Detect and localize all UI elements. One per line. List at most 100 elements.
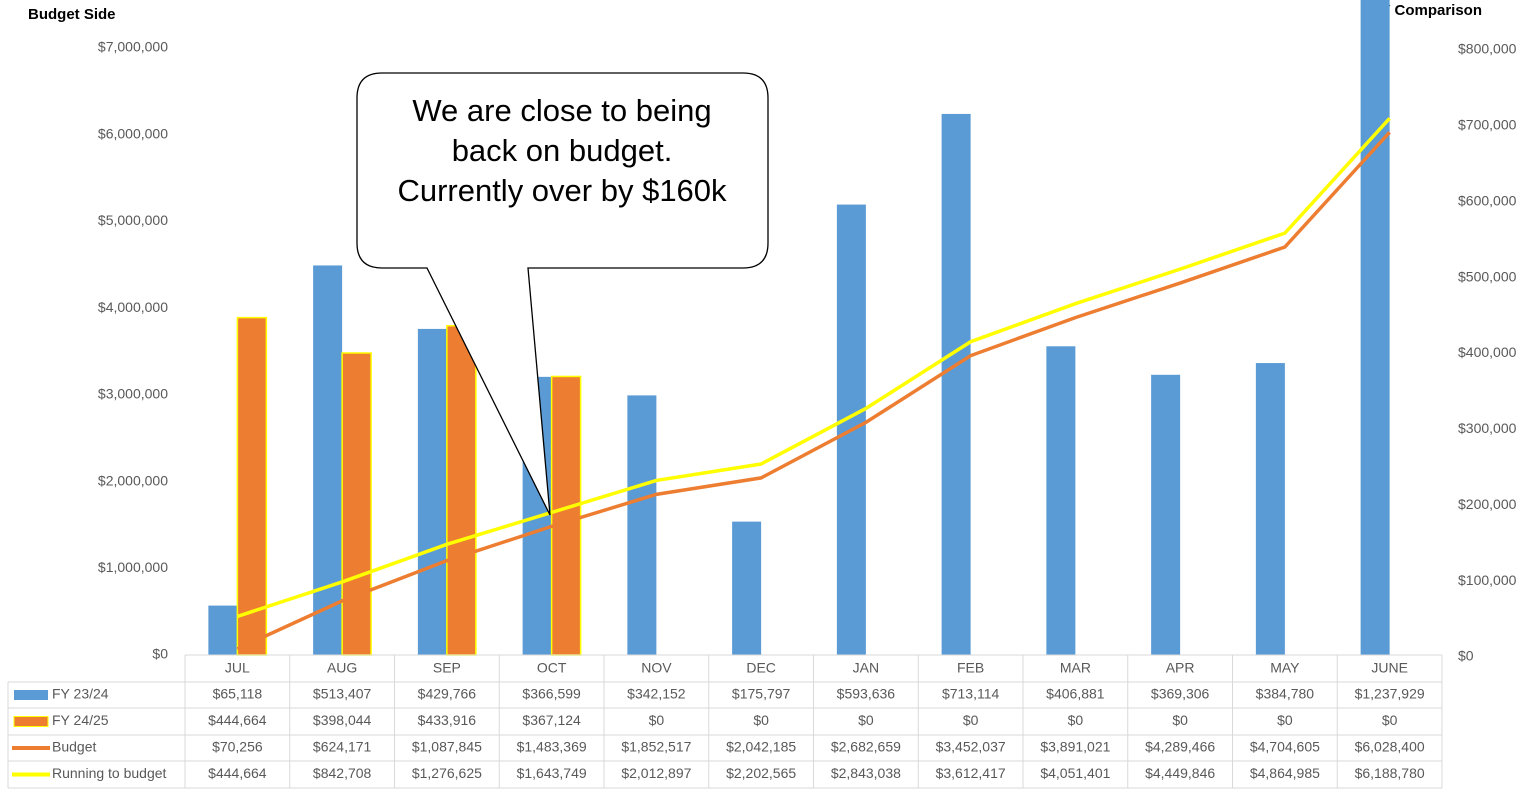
- bar: [732, 521, 762, 655]
- bar: [1255, 363, 1285, 655]
- table-cell: $175,797: [732, 686, 791, 702]
- x-tick-label: NOV: [641, 660, 672, 676]
- table-cell: $433,916: [418, 712, 477, 728]
- x-tick-label: DEC: [746, 660, 776, 676]
- table-cell: $444,664: [208, 765, 267, 781]
- y2-tick-label: $400,000: [1458, 344, 1517, 360]
- y2-axis-title: FY Comparison: [1371, 2, 1482, 19]
- table-cell: $342,152: [627, 686, 686, 702]
- table-cell: $0: [963, 712, 979, 728]
- table-cell: $593,636: [837, 686, 896, 702]
- table-cell: $4,051,401: [1040, 765, 1110, 781]
- x-tick-label: JUNE: [1371, 660, 1408, 676]
- y-tick-label: $0: [152, 646, 168, 662]
- legend-label: Budget: [52, 739, 96, 755]
- bar: [236, 316, 268, 656]
- table-cell: $444,664: [208, 712, 267, 728]
- table-cell: $2,012,897: [621, 765, 691, 781]
- x-tick-label: FEB: [957, 660, 984, 676]
- bar: [313, 265, 343, 655]
- table-cell: $2,682,659: [831, 739, 901, 755]
- legend-key: [14, 690, 48, 700]
- table-cell: $398,044: [313, 712, 372, 728]
- table-cell: $3,891,021: [1040, 739, 1110, 755]
- table-cell: $384,780: [1256, 686, 1315, 702]
- y-axis-title: Budget Side: [28, 6, 116, 23]
- callout-text: We are close to being: [412, 93, 711, 128]
- table-cell: $6,188,780: [1355, 765, 1425, 781]
- table-cell: $842,708: [313, 765, 372, 781]
- table-cell: $406,881: [1046, 686, 1105, 702]
- table-cell: $429,766: [418, 686, 477, 702]
- callout-text: Currently over by $160k: [397, 173, 727, 208]
- table-cell: $2,042,185: [726, 739, 796, 755]
- legend-label: FY 23/24: [52, 686, 109, 702]
- x-tick-label: AUG: [327, 660, 357, 676]
- table-cell: $0: [1172, 712, 1188, 728]
- bar: [941, 113, 971, 656]
- table-cell: $4,704,605: [1250, 739, 1320, 755]
- x-tick-label: SEP: [433, 660, 461, 676]
- y-tick-label: $2,000,000: [98, 472, 168, 488]
- bar: [1046, 346, 1076, 655]
- legend-key: [13, 716, 49, 727]
- bar: [341, 352, 372, 656]
- bar: [1151, 374, 1181, 655]
- table-cell: $0: [858, 712, 874, 728]
- y-tick-label: $7,000,000: [98, 39, 168, 55]
- y-tick-label: $1,000,000: [98, 559, 168, 575]
- table-cell: $3,612,417: [936, 765, 1006, 781]
- table-cell: $0: [753, 712, 769, 728]
- table-cell: $366,599: [522, 686, 581, 702]
- bar: [446, 325, 477, 656]
- table-cell: $624,171: [313, 739, 372, 755]
- table-cell: $0: [1068, 712, 1084, 728]
- x-tick-label: APR: [1166, 660, 1195, 676]
- plot-area: [208, 0, 1390, 656]
- table-cell: $367,124: [522, 712, 581, 728]
- bar: [627, 395, 657, 655]
- table-cell: $1,237,929: [1355, 686, 1425, 702]
- table-cell: $1,852,517: [621, 739, 691, 755]
- table-cell: $70,256: [212, 739, 263, 755]
- y2-tick-label: $700,000: [1458, 117, 1517, 133]
- callout: [356, 72, 769, 516]
- x-tick-label: OCT: [537, 660, 567, 676]
- table-cell: $0: [1277, 712, 1293, 728]
- table-cell: $3,452,037: [936, 739, 1006, 755]
- legend-label: Running to budget: [52, 765, 167, 781]
- table-cell: $513,407: [313, 686, 372, 702]
- y2-tick-label: $200,000: [1458, 496, 1517, 512]
- bar: [1360, 0, 1390, 655]
- callout-text: back on budget.: [452, 133, 673, 168]
- table-cell: $1,483,369: [517, 739, 587, 755]
- y2-tick-label: $300,000: [1458, 420, 1517, 436]
- table-cell: $4,289,466: [1145, 739, 1215, 755]
- table-cell: $0: [1382, 712, 1398, 728]
- y2-tick-label: $600,000: [1458, 192, 1517, 208]
- table-cell: $1,276,625: [412, 765, 482, 781]
- bar: [550, 375, 582, 656]
- y-tick-label: $3,000,000: [98, 386, 168, 402]
- y-tick-label: $5,000,000: [98, 212, 168, 228]
- table-cell: $0: [649, 712, 665, 728]
- table-cell: $65,118: [213, 686, 263, 702]
- bar: [417, 328, 447, 655]
- table-cell: $1,087,845: [412, 739, 482, 755]
- x-tick-label: JUL: [225, 660, 250, 676]
- y-tick-label: $4,000,000: [98, 299, 168, 315]
- overlay: [236, 117, 1391, 651]
- line: [236, 117, 1391, 619]
- y2-tick-label: $100,000: [1458, 572, 1517, 588]
- y2-tick-label: $800,000: [1458, 41, 1517, 57]
- table-cell: $369,306: [1151, 686, 1210, 702]
- x-tick-label: MAR: [1060, 660, 1091, 676]
- table-cell: $713,114: [942, 686, 1000, 702]
- bar: [208, 605, 238, 655]
- y-tick-label: $6,000,000: [98, 125, 168, 141]
- table-cell: $4,864,985: [1250, 765, 1320, 781]
- x-tick-label: JAN: [853, 660, 879, 676]
- table-cell: $2,843,038: [831, 765, 901, 781]
- table-cell: $1,643,749: [517, 765, 587, 781]
